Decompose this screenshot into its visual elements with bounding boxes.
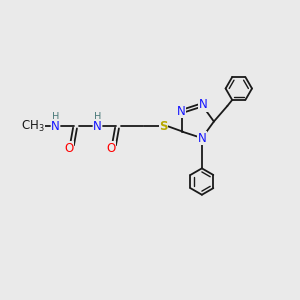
Text: N: N [51,119,60,133]
Text: N: N [197,131,206,145]
Text: S: S [159,119,168,133]
Text: H: H [94,112,101,122]
Text: N: N [176,105,185,118]
Text: O: O [106,142,116,155]
Text: CH$_3$: CH$_3$ [21,118,45,134]
Text: H: H [52,112,59,122]
Text: N: N [199,98,208,112]
Text: N: N [93,119,102,133]
Text: O: O [64,142,74,155]
